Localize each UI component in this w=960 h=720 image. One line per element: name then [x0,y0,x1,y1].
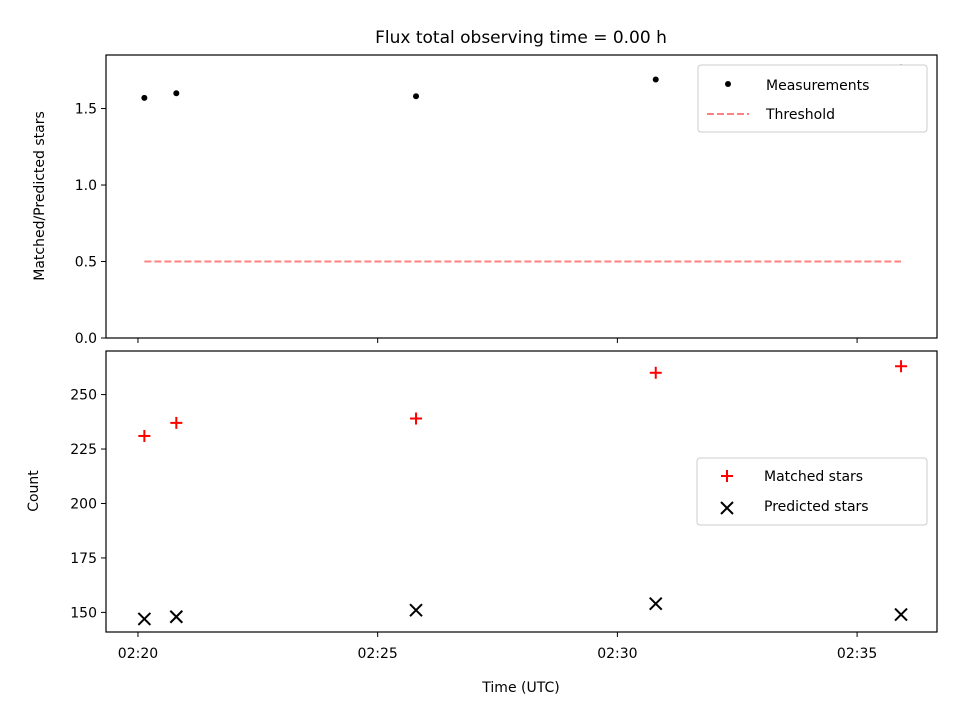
matched-star-point [649,366,662,379]
legend-predicted-label: Predicted stars [764,499,869,515]
legend-measurements-marker [725,81,731,87]
measurement-point [413,93,420,100]
x-axis-label: Time (UTC) [481,680,559,696]
bottom-plot-frame [105,350,938,633]
measurement-point [173,90,180,97]
bottom-y-ticks: 150 175 200 225 250 [70,388,106,621]
predicted-star-point [137,612,152,626]
legend-matched-marker [721,470,733,482]
y-tick-label: 0.5 [75,255,97,271]
predicted-star-point [894,607,908,622]
matched-star-point [170,416,183,429]
x-tick-label: 02:30 [597,646,637,662]
legend-matched-label: Matched stars [764,469,863,485]
top-y-ticks: 0.0 0.5 1.0 1.5 [75,102,106,347]
y-tick-label: 200 [70,496,97,512]
y-tick-label: 175 [70,551,97,567]
top-y-axis-label: Matched/Predicted stars [32,111,48,281]
y-tick-label: 250 [70,388,97,404]
chart-title: Flux total observing time = 0.00 h [375,28,667,48]
legend-predicted-marker [720,501,734,515]
bottom-marks [137,360,908,626]
bottom-legend: Matched stars Predicted stars [696,457,928,526]
matched-star-point [138,429,151,442]
y-tick-label: 225 [70,442,97,458]
matched-star-point [410,412,423,425]
legend-measurements-label: Measurements [766,78,869,94]
legend-threshold-label: Threshold [765,107,835,123]
y-tick-label: 1.5 [75,102,97,118]
measurement-point [141,94,148,101]
top-x-ticks [137,338,858,343]
predicted-star-point [409,603,423,617]
bottom-y-axis-label: Count [26,470,42,512]
y-tick-label: 1.0 [75,178,97,194]
matched-star-point [895,360,908,373]
x-tick-label: 02:25 [357,646,397,662]
predicted-star-point [169,610,184,624]
top-legend: Measurements Threshold [697,64,928,133]
top-plot-frame [105,54,938,339]
x-tick-label: 02:20 [118,646,158,662]
y-tick-label: 0.0 [75,331,97,347]
y-tick-label: 150 [70,605,97,621]
measurement-point [652,76,659,83]
top-plot: Matched/Predicted stars 0.0 0.5 1.0 1.5 Mea… [32,54,938,347]
predicted-star-point [649,596,663,611]
x-tick-label: 02:35 [837,646,877,662]
bottom-x-ticks: 02:20 02:25 02:30 02:35 [118,632,877,662]
